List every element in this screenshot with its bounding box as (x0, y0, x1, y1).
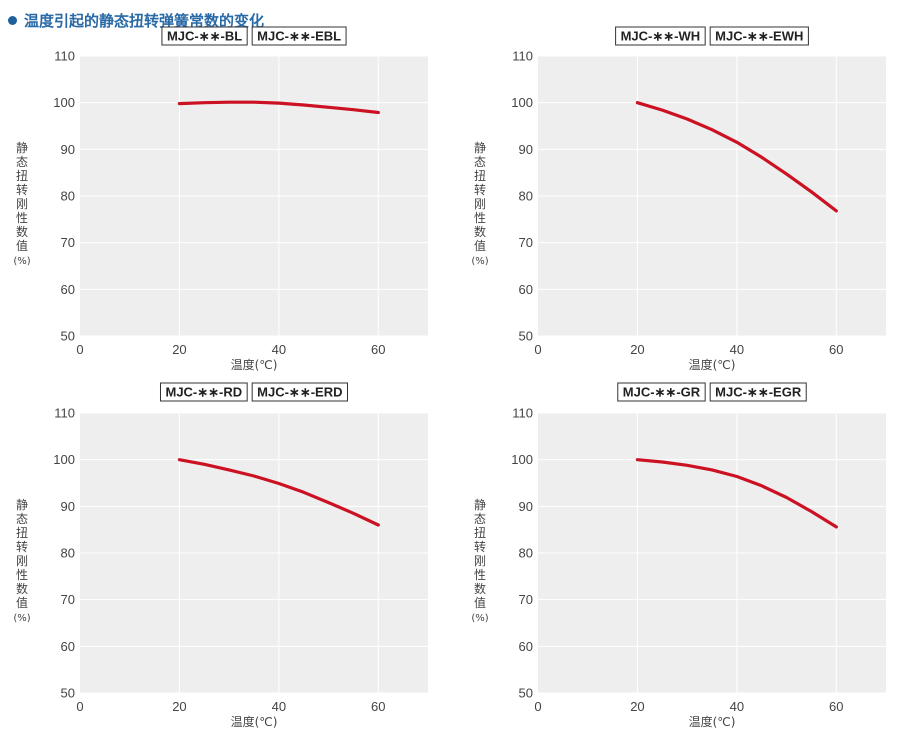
y-axis-label: 静态扭转刚性数值(%) (471, 141, 488, 267)
page-title: 温度引起的静态扭转弹簧常数的变化 (8, 8, 264, 32)
model-badge-label: MJC-∗∗-EGR (715, 385, 802, 400)
y-tick-label: 70 (519, 592, 533, 607)
model-badge: MJC-∗∗-EWH (709, 26, 809, 46)
x-axis-label: 温度(℃) (231, 357, 278, 372)
y-tick-label: 80 (61, 189, 75, 204)
y-tick-label: 90 (519, 142, 533, 157)
model-badge: MJC-∗∗-ERD (251, 382, 349, 402)
bullet-icon (8, 15, 17, 25)
y-tick-label: 50 (519, 329, 533, 344)
y-tick-label: 100 (53, 452, 75, 467)
y-tick-label: 60 (61, 282, 75, 297)
series-line (635, 101, 838, 213)
x-axis-label: 温度(℃) (231, 714, 278, 729)
y-tick-label: 110 (54, 49, 75, 64)
y-tick-label: 50 (519, 686, 533, 701)
model-badge: MJC-∗∗-EGR (709, 382, 807, 402)
model-badge-label: MJC-∗∗-EBL (257, 29, 341, 44)
model-badge-label: MJC-∗∗-WH (621, 29, 701, 44)
y-tick-label: 80 (519, 189, 533, 204)
model-badge: MJC-∗∗-RD (159, 382, 248, 402)
x-tick-label: 60 (371, 699, 385, 714)
y-tick-label: 90 (61, 499, 75, 514)
series-line (635, 458, 838, 529)
y-tick-label: 90 (519, 499, 533, 514)
y-tick-label: 110 (512, 406, 533, 421)
x-tick-label: 40 (730, 342, 744, 357)
y-tick-label: 50 (61, 329, 75, 344)
model-badge-label: MJC-∗∗-GR (623, 385, 701, 400)
y-tick-label: 70 (61, 235, 75, 250)
model-badge: MJC-∗∗-WH (615, 26, 706, 46)
x-tick-label: 0 (534, 342, 541, 357)
x-tick-label: 40 (730, 699, 744, 714)
y-tick-label: 70 (61, 592, 75, 607)
model-badge-label: MJC-∗∗-EWH (715, 29, 803, 44)
x-tick-label: 20 (630, 342, 644, 357)
x-tick-label: 40 (272, 342, 286, 357)
x-tick-label: 20 (172, 342, 186, 357)
y-tick-label: 70 (519, 235, 533, 250)
x-tick-label: 60 (829, 342, 843, 357)
x-axis-label: 温度(℃) (689, 714, 736, 729)
x-axis-label: 温度(℃) (689, 357, 736, 372)
model-badge-label: MJC-∗∗-ERD (257, 385, 342, 400)
y-tick-label: 110 (54, 406, 75, 421)
x-tick-label: 0 (534, 699, 541, 714)
y-tick-label: 50 (61, 686, 75, 701)
model-badge-label: MJC-∗∗-BL (167, 29, 242, 44)
y-tick-label: 80 (61, 546, 75, 561)
x-tick-label: 60 (829, 699, 843, 714)
y-tick-label: 60 (519, 639, 533, 654)
model-badge-label: MJC-∗∗-RD (165, 385, 242, 400)
y-tick-label: 100 (511, 95, 533, 110)
y-tick-label: 100 (53, 95, 75, 110)
series-line (177, 458, 380, 527)
x-tick-label: 0 (76, 699, 83, 714)
model-badge: MJC-∗∗-GR (617, 382, 706, 402)
x-tick-label: 60 (371, 342, 385, 357)
y-tick-label: 100 (511, 452, 533, 467)
y-axis-label: 静态扭转刚性数值(%) (471, 498, 488, 624)
page-title-text: 温度引起的静态扭转弹簧常数的变化 (24, 11, 265, 30)
x-tick-label: 40 (272, 699, 286, 714)
model-badge: MJC-∗∗-EBL (251, 26, 347, 46)
y-tick-label: 80 (519, 546, 533, 561)
series-line (177, 100, 380, 115)
y-tick-label: 110 (512, 49, 533, 64)
x-tick-label: 0 (76, 342, 83, 357)
y-axis-label: 静态扭转刚性数值(%) (13, 498, 30, 624)
y-tick-label: 60 (61, 639, 75, 654)
x-tick-label: 20 (630, 699, 644, 714)
model-badge: MJC-∗∗-BL (161, 26, 248, 46)
y-tick-label: 90 (61, 142, 75, 157)
x-tick-label: 20 (172, 699, 186, 714)
y-tick-label: 60 (519, 282, 533, 297)
y-axis-label: 静态扭转刚性数值(%) (13, 141, 30, 267)
